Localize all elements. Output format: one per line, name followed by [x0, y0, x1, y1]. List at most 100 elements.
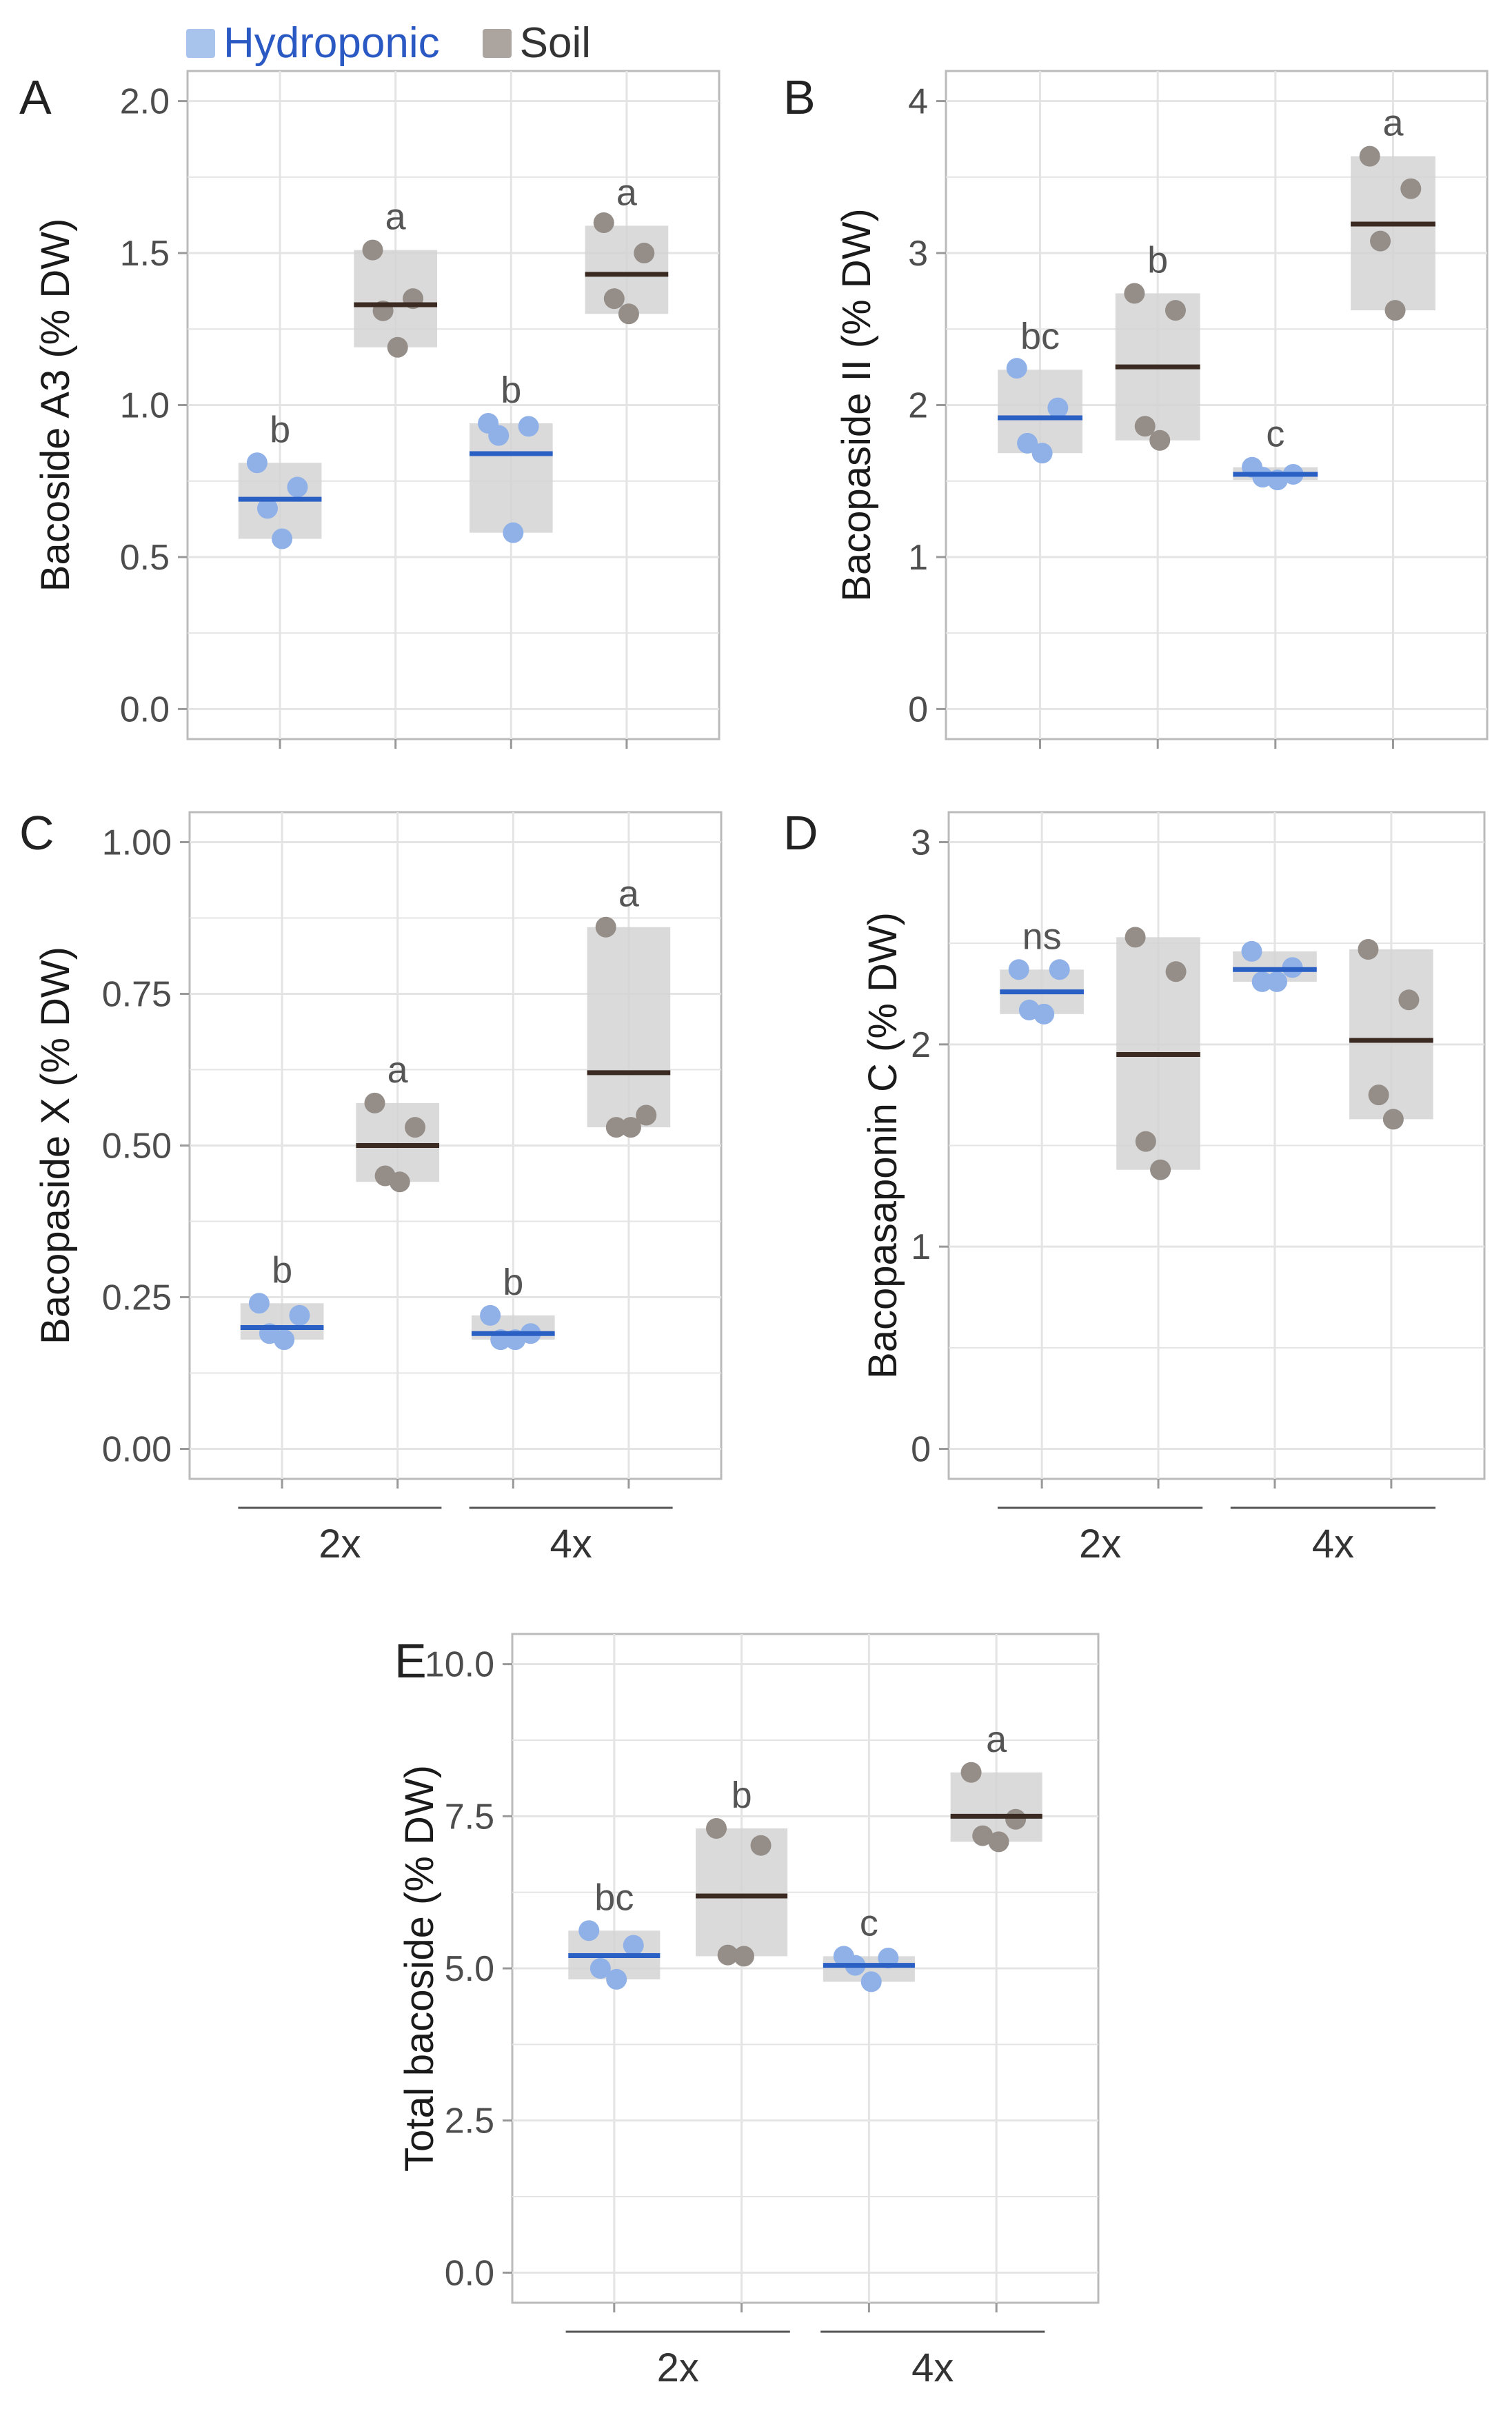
panel-a-ytick-label: 0.5	[120, 538, 170, 578]
panel-b-data-point	[1165, 300, 1186, 321]
panel-a-data-point	[488, 425, 510, 446]
panel-b-data-point	[1384, 300, 1406, 321]
panel-d-data-point	[1125, 927, 1146, 948]
panel-a-series-hydroponic-2x: b	[238, 409, 322, 549]
panel-a-data-point	[272, 528, 293, 549]
panel-e-ylabel: Total bacoside (% DW)	[397, 1765, 442, 2172]
panel-c-ytick-label: 0.00	[102, 1429, 172, 1469]
panel-a-ylabel: Bacoside A3 (% DW)	[33, 219, 78, 592]
panel-d-series-hydroponic-2x: ns	[1000, 916, 1084, 1025]
panel-b-range-box	[998, 370, 1082, 454]
panel-c-ytick-label: 1.00	[102, 823, 172, 863]
panel-a-data-point	[634, 243, 655, 264]
panel-b-letter: B	[783, 70, 816, 124]
legend-label-soil: Soil	[519, 19, 591, 67]
panel-d-data-point	[1150, 1159, 1171, 1180]
panel-e-data-point	[606, 1968, 627, 1990]
panel-c-significance-label: a	[618, 874, 640, 915]
panel-d-data-point	[1358, 938, 1379, 960]
panel-d-data-point	[1368, 1085, 1389, 1106]
panel-a-data-point	[387, 336, 408, 358]
panel-d-ytick-label: 3	[911, 823, 931, 863]
panel-e-series-soil-2x: b	[696, 1775, 788, 1967]
panel-b-ytick-label: 4	[908, 82, 928, 122]
panel-d-group-label: 4x	[1312, 1522, 1354, 1566]
panel-e-range-box	[950, 1772, 1042, 1842]
panel-c-data-point	[364, 1092, 385, 1113]
panel-e-significance-label: b	[732, 1775, 752, 1816]
panel-c-series-hydroponic-4x: b	[471, 1262, 555, 1351]
panel-c-series-hydroponic-2x: b	[240, 1249, 324, 1351]
panel-e-ytick-label: 7.5	[445, 1797, 494, 1837]
panel-e-data-point	[717, 1944, 738, 1966]
panel-c-data-point	[620, 1117, 641, 1138]
panel-e-series-hydroponic-4x: c	[823, 1902, 915, 1993]
panel-e-significance-label: a	[986, 1719, 1007, 1760]
panel-b-series-hydroponic-2x: bc	[998, 316, 1082, 464]
panel-b-data-point	[1047, 397, 1069, 418]
legend-item-soil: Soil	[482, 19, 591, 67]
panel-c-data-point	[274, 1329, 295, 1351]
panel-c-significance-label: a	[387, 1049, 409, 1091]
panel-c-range-box	[356, 1102, 440, 1182]
panel-c-ytick-label: 0.25	[102, 1278, 172, 1318]
panel-e-ytick-label: 5.0	[445, 1949, 494, 1989]
panel-e-range-box	[696, 1828, 788, 1957]
panel-e-series-soil-4x: a	[950, 1719, 1042, 1853]
legend-swatch-soil	[482, 29, 512, 58]
panel-b-data-point	[1031, 443, 1053, 464]
panel-c-significance-label: b	[503, 1262, 523, 1303]
panel-e-significance-label: bc	[594, 1877, 634, 1918]
panel-e-group-label: 4x	[911, 2346, 954, 2390]
panel-a-series-soil-2x: a	[354, 196, 438, 358]
panel-b-data-point	[1124, 283, 1145, 304]
panel-e-letter: E	[394, 1634, 427, 1688]
panel-c-data-point	[389, 1171, 410, 1193]
legend-item-hydroponic: Hydroponic	[186, 22, 440, 65]
panel-a-range-box	[354, 250, 438, 347]
panel-b-significance-label: b	[1147, 239, 1168, 281]
panel-d-range-box	[1349, 949, 1433, 1120]
panel-b-data-point	[1359, 145, 1380, 167]
panel-d-letter: D	[783, 806, 818, 860]
panel-d-ytick-label: 2	[911, 1025, 931, 1065]
panel-c: 0.00 0.25 0.50 0.75 1.00 Bacopaside X (% DW) C…	[19, 806, 723, 1566]
panel-b-ytick-label: 0	[908, 689, 928, 729]
panel-c-group-label: 2x	[319, 1522, 361, 1566]
legend-label-hydroponic: Hydroponic	[223, 19, 440, 67]
panel-a-ytick-label: 0.0	[120, 689, 170, 729]
panel-c-significance-label: b	[272, 1249, 292, 1291]
panel-d-data-point	[1008, 959, 1029, 980]
panel-c-letter: C	[19, 806, 54, 860]
panel-d-data-point	[1135, 1131, 1156, 1152]
panel-b-ytick-label: 2	[908, 386, 928, 426]
legend-swatch-hydroponic	[186, 29, 215, 58]
panel-a-ytick-label: 2.0	[120, 82, 170, 122]
panel-e-data-point	[750, 1835, 772, 1856]
panel-b-data-point	[1134, 416, 1156, 437]
panel-a-significance-label: b	[501, 370, 521, 411]
panel-b-data-point	[1017, 432, 1038, 454]
panel-c-data-point	[595, 916, 616, 938]
panel-b-significance-label: a	[1382, 103, 1404, 144]
panel-d-data-point	[1251, 971, 1273, 992]
panel-c-ytick-label: 0.75	[102, 975, 172, 1015]
panel-a-range-box	[469, 423, 553, 533]
panel-d-data-point	[1241, 940, 1262, 962]
panel-e-data-point	[1005, 1808, 1027, 1830]
panel-d-ytick-label: 0	[911, 1429, 931, 1469]
panel-b-data-point	[1400, 178, 1422, 199]
panel-a-significance-label: a	[616, 172, 638, 213]
panel-c-group-label: 4x	[550, 1522, 592, 1566]
panel-b-ytick-label: 3	[908, 234, 928, 274]
panel-e-data-point	[860, 1971, 882, 1993]
panel-e-data-point	[706, 1817, 727, 1839]
panel-c-data-point	[248, 1293, 270, 1314]
panel-c-data-point	[289, 1304, 310, 1326]
panel-e-ytick-label: 10.0	[425, 1645, 494, 1685]
panel-b-data-point	[1006, 358, 1027, 379]
panel-d-ytick-label: 1	[911, 1227, 931, 1267]
